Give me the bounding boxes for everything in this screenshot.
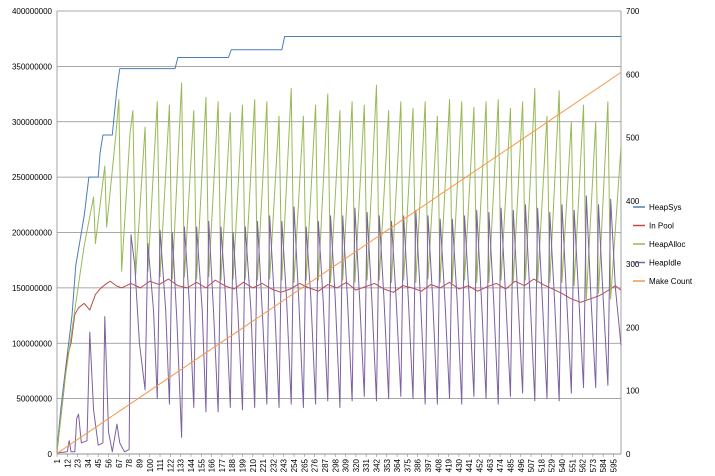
x-tick-label: 23 (74, 458, 83, 467)
x-tick-label: 1 (53, 458, 62, 463)
legend-label: Make Count (649, 277, 693, 286)
y-left-tick-label: 150000000 (12, 284, 53, 293)
series-line-heapidle (56, 195, 622, 454)
y-left-tick-label: 350000000 (12, 62, 53, 71)
x-tick-label: 529 (548, 458, 557, 472)
series-line-heapsys (56, 35, 621, 449)
series-line-in-pool (56, 278, 622, 452)
y-left-tick-label: 0 (48, 450, 53, 459)
y-right-tick-label: 200 (626, 323, 640, 332)
x-tick-label: 100 (146, 458, 155, 472)
legend-label: HeapAlloc (649, 240, 685, 249)
y-left-tick-label: 50000000 (16, 395, 52, 404)
x-tick-label: 474 (496, 458, 505, 472)
x-tick-label: 166 (208, 458, 217, 472)
y-left-tick-label: 250000000 (12, 173, 53, 182)
x-tick-label: 144 (187, 458, 196, 472)
x-tick-label: 12 (63, 458, 72, 467)
y-left-tick-label: 100000000 (12, 339, 53, 348)
x-tick-label: 496 (517, 458, 526, 472)
x-tick-label: 111 (156, 458, 165, 471)
x-tick-label: 342 (372, 458, 381, 472)
x-tick-label: 67 (115, 458, 124, 467)
x-tick-label: 540 (558, 458, 567, 472)
x-tick-label: 408 (434, 458, 443, 472)
x-tick-label: 243 (280, 458, 289, 472)
x-tick-label: 56 (105, 458, 114, 467)
x-tick-label: 507 (527, 458, 536, 472)
x-tick-label: 309 (342, 458, 351, 472)
x-tick-label: 177 (218, 458, 227, 472)
x-tick-label: 485 (506, 458, 515, 472)
x-tick-label: 430 (455, 458, 464, 472)
x-tick-label: 45 (94, 458, 103, 467)
x-tick-label: 254 (290, 458, 299, 472)
y-right-tick-label: 400 (626, 197, 640, 206)
legend-label: HeapIdle (649, 259, 682, 268)
axes: 0 50000000 100000000 150000000 200000000 2500… (12, 7, 640, 472)
x-tick-label: 298 (331, 458, 340, 472)
y-left-tick-label: 300000000 (12, 118, 53, 127)
x-tick-label: 452 (476, 458, 485, 472)
x-tick-label: 595 (610, 458, 619, 472)
x-tick-label: 221 (259, 458, 268, 472)
y-left-tick-label: 200000000 (12, 229, 53, 238)
x-tick-label: 397 (424, 458, 433, 472)
x-tick-label: 518 (537, 458, 546, 472)
series-lines (56, 35, 622, 454)
y-right-tick-label: 100 (626, 387, 640, 396)
x-tick-label: 133 (177, 458, 186, 472)
x-tick-label: 89 (135, 458, 144, 467)
x-tick-label: 78 (125, 458, 134, 467)
x-tick-label: 584 (599, 458, 608, 472)
x-tick-label: 232 (269, 458, 278, 472)
series-line-heapalloc (56, 82, 622, 451)
x-tick-label: 375 (403, 458, 412, 472)
x-tick-label: 122 (166, 458, 175, 472)
x-tick-label: 562 (579, 458, 588, 472)
x-tick-label: 441 (465, 458, 474, 472)
x-tick-label: 287 (321, 458, 330, 472)
legend-label: HeapSys (649, 203, 681, 212)
x-tick-label: 34 (84, 458, 93, 467)
x-tick-label: 551 (568, 458, 577, 472)
x-tick-label: 188 (228, 458, 237, 472)
gridlines (57, 10, 621, 455)
x-tick-label: 364 (393, 458, 402, 472)
x-tick-label: 210 (249, 458, 258, 472)
y-right-tick-label: 700 (626, 7, 640, 16)
y-right-tick-label: 500 (626, 134, 640, 143)
x-tick-label: 276 (311, 458, 320, 472)
y-right-tick-label: 300 (626, 260, 640, 269)
x-tick-label: 463 (486, 458, 495, 472)
y-left-tick-label: 400000000 (12, 7, 53, 16)
x-tick-label: 331 (362, 458, 371, 472)
legend: HeapSys In Pool HeapAlloc HeapIdle Make Coun… (633, 203, 693, 286)
legend-label: In Pool (649, 222, 674, 231)
x-tick-label: 155 (197, 458, 206, 472)
x-tick-label: 386 (414, 458, 423, 472)
x-tick-label: 419 (445, 458, 454, 472)
y-right-tick-label: 0 (626, 450, 631, 459)
series-line-make-count (56, 71, 622, 454)
y-right-tick-label: 600 (626, 70, 640, 79)
x-tick-label: 320 (352, 458, 361, 472)
x-tick-label: 353 (383, 458, 392, 472)
x-tick-label: 573 (589, 458, 598, 472)
x-tick-label: 265 (300, 458, 309, 472)
x-tick-label: 199 (239, 458, 248, 472)
